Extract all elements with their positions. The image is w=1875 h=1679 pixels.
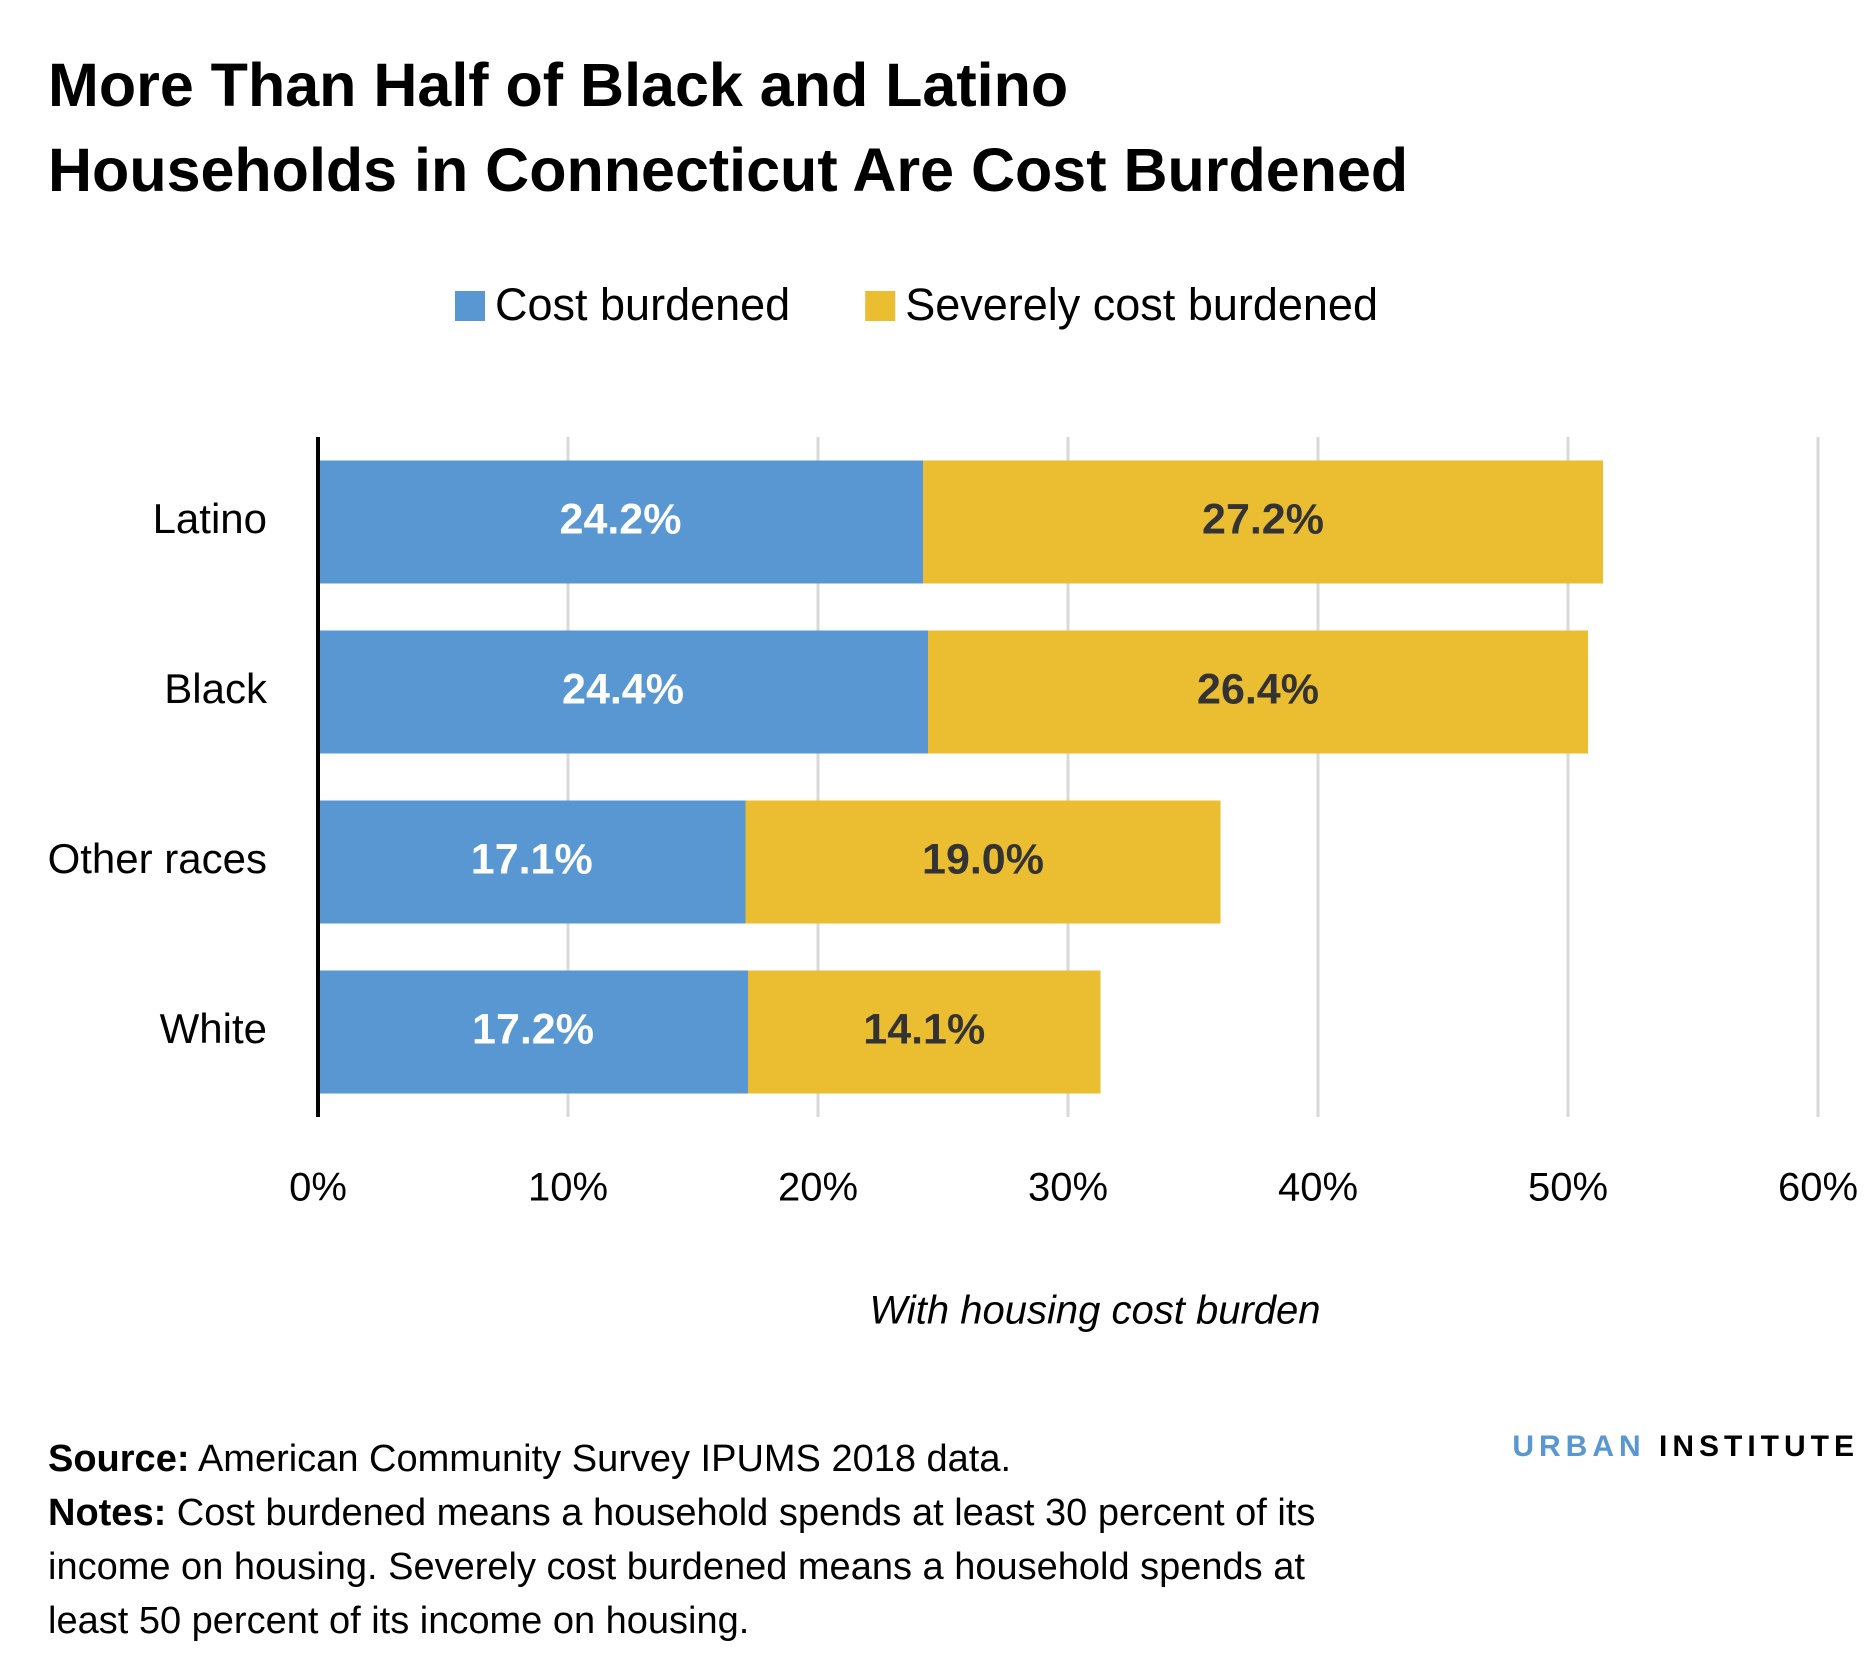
x-axis-label: With housing cost burden [869,1289,1320,1333]
y-tick-label: Black [164,665,268,712]
data-label: 27.2% [1202,495,1324,543]
chart-title: More Than Half of Black and Latino Househ… [48,51,1408,204]
x-tick-label: 10% [528,1166,608,1210]
legend-label: Severely cost burdened [905,279,1378,330]
x-tick-label: 30% [1028,1166,1108,1210]
notes-text: Cost burdened means a household spends a… [48,1492,1316,1642]
bar-segment [928,630,1588,754]
bar-segment [748,970,1101,1094]
legend-swatch [455,291,485,321]
data-label: 17.2% [472,1005,594,1053]
x-tick-label: 20% [778,1166,858,1210]
bar-segment [318,460,923,584]
y-tick-label: Latino [153,495,267,542]
x-tick-label: 50% [1528,1166,1608,1210]
legend-label: Cost burdened [495,279,790,330]
data-label: 14.1% [863,1005,985,1053]
x-tick-label: 60% [1778,1166,1858,1210]
data-label: 17.1% [471,835,593,883]
notes: Notes: Cost burdened means a household s… [48,1486,1378,1648]
brand-institute: INSTITUTE [1659,1430,1859,1463]
brand: URBAN INSTITUTE [1512,1430,1859,1464]
x-tick-label: 40% [1278,1166,1358,1210]
bar-segment [318,800,746,924]
source-text: American Community Survey IPUMS 2018 dat… [197,1438,1012,1480]
notes-label: Notes: [48,1492,167,1534]
data-label: 26.4% [1197,665,1319,713]
legend-swatch [865,291,896,321]
bar-segment [318,970,748,1094]
chart: More Than Half of Black and Latino Househ… [48,51,1858,1333]
y-tick-label: Other races [48,835,267,882]
x-tick-label: 0% [289,1166,347,1210]
source: Source: American Community Survey IPUMS … [48,1432,1378,1486]
footer: Source: American Community Survey IPUMS … [48,1432,1378,1648]
brand-urban: URBAN [1512,1430,1646,1463]
source-label: Source: [48,1438,190,1480]
bar-segment [318,630,928,754]
bar-segment [923,460,1603,584]
y-tick-label: White [160,1005,267,1052]
bar-segment [745,800,1221,924]
data-label: 24.4% [562,665,684,713]
data-label: 24.2% [560,495,682,543]
data-label: 19.0% [922,835,1044,883]
